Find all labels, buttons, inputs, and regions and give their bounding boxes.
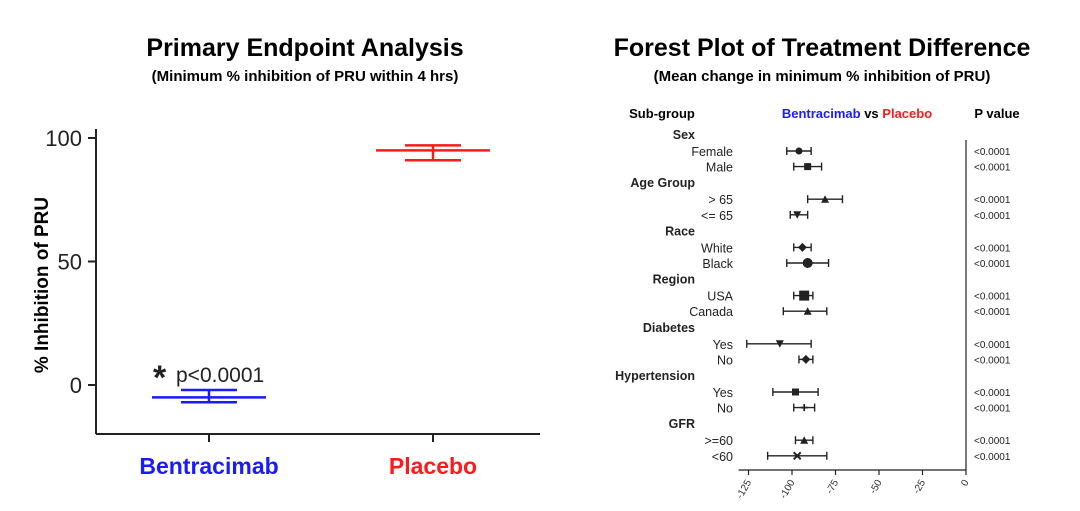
forest-point-marker xyxy=(799,290,810,301)
forest-row-label: > 65 xyxy=(708,193,733,207)
forest-point-marker xyxy=(791,388,799,396)
forest-row-label: Yes xyxy=(713,338,733,352)
forest-point-marker xyxy=(804,163,812,171)
forest-p-value: <0.0001 xyxy=(974,147,1011,158)
right-chart-title: Forest Plot of Treatment Difference xyxy=(614,34,1031,62)
forest-x-tick-label: -125 xyxy=(735,478,755,501)
forest-group-label: GFR xyxy=(669,417,695,431)
forest-x-tick-label: -50 xyxy=(868,478,885,496)
forest-header-vs: vs xyxy=(861,106,883,121)
forest-x-tick-label: 0 xyxy=(959,478,972,489)
forest-p-value: <0.0001 xyxy=(974,259,1011,270)
left-category-label: Placebo xyxy=(389,453,477,479)
left-plot-area: 0 50 100 Bentracimab Placebo * p<0.0001 xyxy=(45,126,540,479)
forest-p-value: <0.0001 xyxy=(974,307,1011,318)
forest-point-marker xyxy=(821,195,830,203)
forest-row-label: Male xyxy=(706,161,733,175)
forest-row-label: Yes xyxy=(713,386,733,400)
forest-row-label: No xyxy=(717,353,733,367)
forest-group-label: Hypertension xyxy=(615,369,695,383)
forest-point-marker xyxy=(801,354,811,364)
left-chart-subtitle: (Minimum % inhibition of PRU within 4 hr… xyxy=(152,68,459,85)
forest-point-marker xyxy=(795,147,803,155)
forest-row-label: Canada xyxy=(689,305,733,319)
forest-p-value: <0.0001 xyxy=(974,404,1011,415)
forest-p-value: <0.0001 xyxy=(974,211,1011,222)
p-value-annotation: p<0.0001 xyxy=(176,364,264,387)
forest-header-comparison: Bentracimab vs Placebo xyxy=(782,106,932,121)
forest-p-value: <0.0001 xyxy=(974,452,1011,463)
forest-p-value: <0.0001 xyxy=(974,195,1011,206)
forest-row-label: <60 xyxy=(712,450,733,464)
forest-row-label: >=60 xyxy=(704,434,733,448)
forest-group-label: Diabetes xyxy=(643,321,695,335)
forest-row-label: Black xyxy=(702,257,733,271)
forest-group-label: Race xyxy=(665,224,695,238)
forest-p-value: <0.0001 xyxy=(974,292,1011,303)
forest-point-marker xyxy=(793,451,802,461)
forest-point-marker xyxy=(797,242,807,252)
forest-header-bentracimab: Bentracimab xyxy=(782,106,861,121)
forest-p-value: <0.0001 xyxy=(974,436,1011,447)
forest-p-value: <0.0001 xyxy=(974,243,1011,254)
forest-point-marker xyxy=(800,436,809,444)
forest-x-tick-label: -25 xyxy=(911,478,928,496)
forest-plot-area: -125 -100 -75 -50 -25 0 Sex Female <0.0001 Male <0… xyxy=(615,128,1011,501)
right-chart-subtitle: (Mean change in minimum % inhibition of … xyxy=(654,68,991,85)
significance-star: * xyxy=(153,359,167,397)
forest-p-value: <0.0001 xyxy=(974,340,1011,351)
forest-p-value: <0.0001 xyxy=(974,355,1011,366)
forest-group-label: Sex xyxy=(673,128,695,142)
left-y-axis-label: % Inhibition of PRU xyxy=(32,197,53,373)
forest-p-value: <0.0001 xyxy=(974,163,1011,174)
forest-row-label: USA xyxy=(707,290,733,304)
left-category-label: Bentracimab xyxy=(139,453,278,479)
forest-group-label: Age Group xyxy=(630,176,695,190)
forest-header-subgroup: Sub-group xyxy=(629,106,695,121)
forest-x-tick-label: -75 xyxy=(824,478,841,496)
left-y-tick-label: 100 xyxy=(45,126,82,151)
forest-row-label: No xyxy=(717,402,733,416)
forest-point-marker xyxy=(793,211,802,219)
forest-header-pvalue: P value xyxy=(974,106,1019,121)
forest-p-value: <0.0001 xyxy=(974,388,1011,399)
forest-x-tick-label: -100 xyxy=(778,478,798,501)
forest-point-marker xyxy=(775,340,784,348)
left-chart-title: Primary Endpoint Analysis xyxy=(146,34,463,62)
forest-row-label: <= 65 xyxy=(701,209,733,223)
forest-header-placebo: Placebo xyxy=(882,106,932,121)
forest-row-label: White xyxy=(701,241,733,255)
left-y-tick-label: 50 xyxy=(58,250,82,275)
forest-point-marker xyxy=(803,307,812,315)
forest-group-label: Region xyxy=(653,273,695,287)
forest-point-marker xyxy=(802,258,813,268)
forest-row-label: Female xyxy=(691,145,733,159)
left-y-tick-label: 0 xyxy=(70,373,82,398)
